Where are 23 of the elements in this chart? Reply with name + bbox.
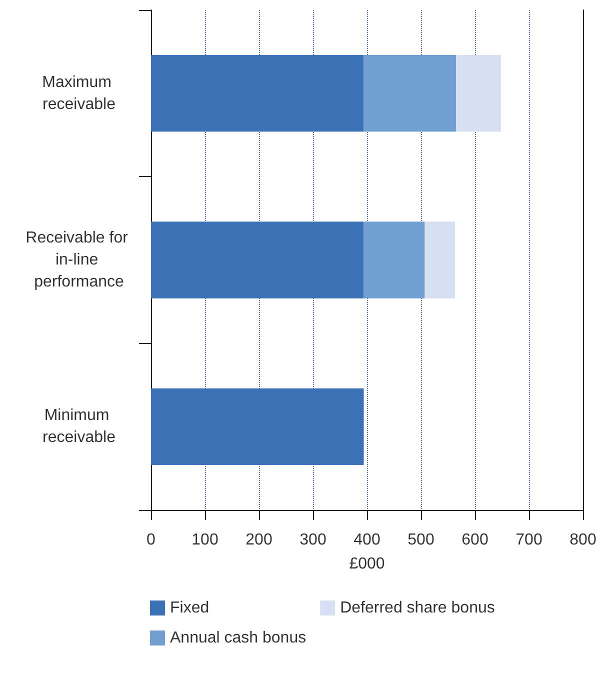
bar [456,55,501,132]
bar [364,222,425,298]
y-tick-label: Receivable for in-line performance [26,230,132,290]
bar [364,55,456,132]
x-tick-label: 200 [246,532,272,548]
x-tick-label: 600 [462,532,488,548]
legend-label: Fixed [170,600,210,616]
x-tick-label: 500 [408,532,434,548]
x-axis-title: £000 [349,556,385,572]
y-tick-label: Maximum receivable [42,74,116,113]
bar [151,222,364,298]
bar [424,222,456,298]
y-tick-label: Minimum receivable [42,407,116,446]
x-tick-label: 0 [146,532,156,548]
bar [151,388,364,465]
x-tick-label: 100 [192,532,218,548]
bar [151,55,364,132]
legend-label: Deferred share bonus [340,600,495,616]
legend-label: Annual cash bonus [170,630,306,646]
x-tick-label: 400 [354,532,380,548]
x-tick-label: 300 [300,532,326,548]
x-tick-label: 700 [516,532,542,548]
x-tick-label: 800 [570,532,596,548]
